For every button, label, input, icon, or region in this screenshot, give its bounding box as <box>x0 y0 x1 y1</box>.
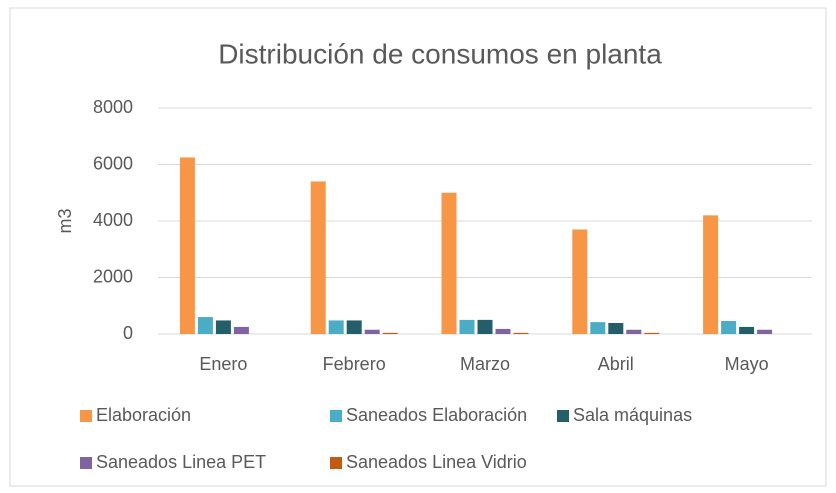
legend-label: Saneados Linea Vidrio <box>346 452 527 472</box>
x-tick-label: Mayo <box>725 354 769 374</box>
bar <box>310 181 326 334</box>
legend-label: Sala máquinas <box>573 405 692 425</box>
y-tick-label: 2000 <box>93 266 133 286</box>
chart-title: Distribución de consumos en planta <box>218 38 662 69</box>
bar <box>364 329 380 334</box>
y-tick-label: 8000 <box>93 97 133 117</box>
bar <box>608 322 624 334</box>
y-axis-label: m3 <box>55 208 75 233</box>
y-tick-label: 6000 <box>93 153 133 173</box>
legend-swatch <box>80 410 92 422</box>
x-tick-label: Febrero <box>323 354 386 374</box>
bar <box>179 157 195 334</box>
bar <box>328 320 344 334</box>
x-tick-label: Marzo <box>460 354 510 374</box>
bar <box>495 328 511 334</box>
bar <box>441 192 457 334</box>
bar <box>346 320 362 334</box>
legend-label: Saneados Elaboración <box>346 405 527 425</box>
bar <box>477 319 493 334</box>
x-tick-label: Abril <box>598 354 634 374</box>
bar <box>703 215 719 334</box>
bar <box>757 329 773 334</box>
y-tick-label: 0 <box>123 323 133 343</box>
legend-swatch <box>330 410 342 422</box>
x-tick-label: Enero <box>199 354 247 374</box>
bar <box>739 326 755 334</box>
legend-swatch <box>80 457 92 469</box>
legend-swatch <box>557 410 569 422</box>
bar <box>590 322 606 334</box>
bar <box>644 332 660 334</box>
legend-swatch <box>330 457 342 469</box>
bar <box>626 329 642 334</box>
bar <box>459 319 475 334</box>
chart-frame <box>9 7 827 487</box>
bar <box>721 321 737 334</box>
legend-label: Elaboración <box>96 405 191 425</box>
bar <box>233 326 249 334</box>
bar <box>215 320 231 334</box>
bar <box>382 332 398 334</box>
legend-label: Saneados Linea PET <box>96 452 266 472</box>
bar <box>513 332 529 334</box>
bar <box>197 317 213 334</box>
bar <box>572 229 588 334</box>
y-tick-label: 4000 <box>93 210 133 230</box>
